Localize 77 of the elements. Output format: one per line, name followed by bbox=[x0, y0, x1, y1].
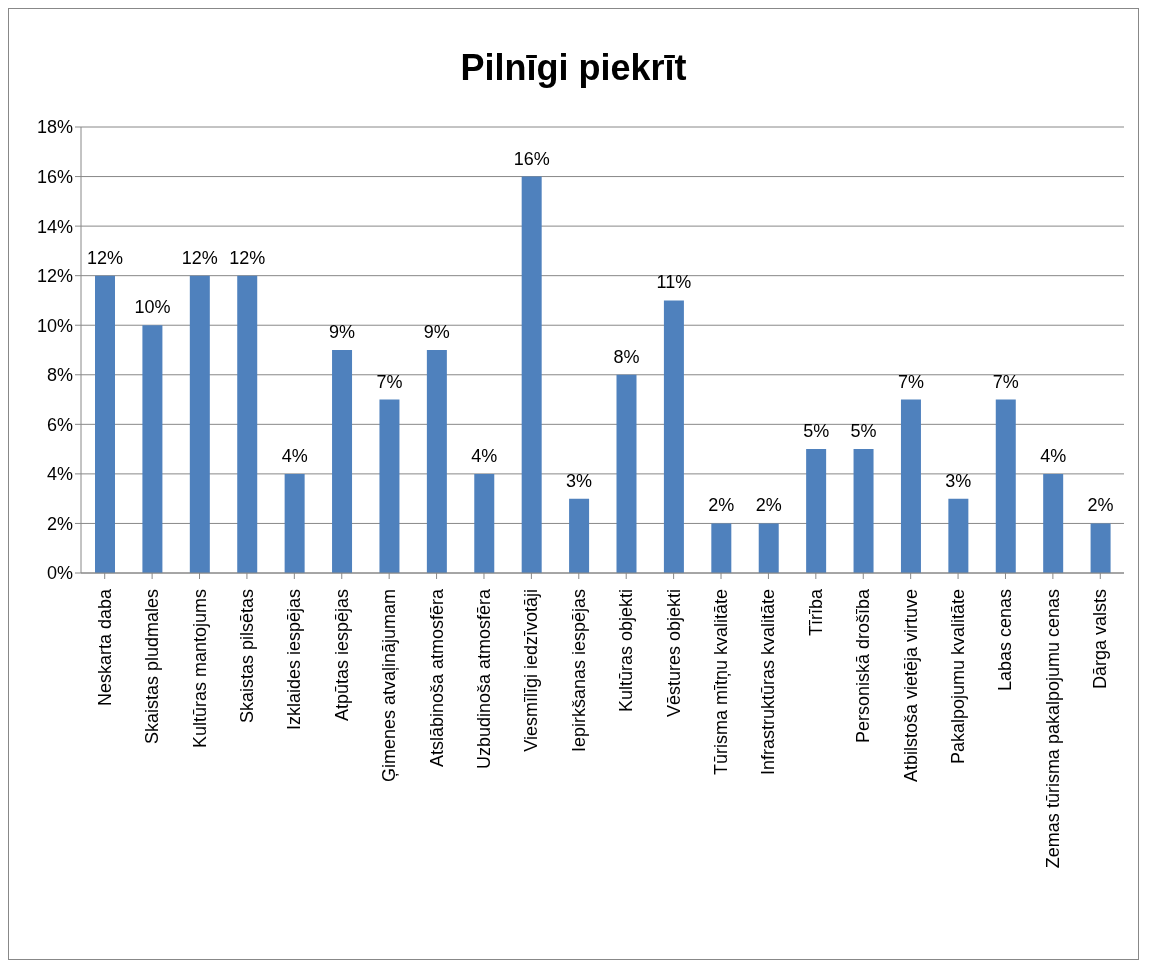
y-tick-label: 2% bbox=[46, 513, 73, 534]
x-tick-label: Atbilstoša vietēja virtuve bbox=[900, 589, 921, 783]
data-label: 11% bbox=[656, 272, 692, 293]
bar bbox=[900, 399, 921, 573]
x-tick-label: Zemas tūrisma pakalpojumu cenas bbox=[1042, 589, 1063, 869]
bar bbox=[521, 176, 542, 573]
bar bbox=[806, 449, 827, 573]
x-tick-label: Tūrisma mītņu kvalitāte bbox=[711, 589, 732, 776]
x-tick-label: Viesmīlīgi iedzīvotāji bbox=[521, 589, 542, 752]
x-tick-label: Neskarta daba bbox=[94, 588, 115, 707]
y-tick-label: 12% bbox=[36, 266, 73, 287]
bar bbox=[284, 473, 305, 573]
data-label: 4% bbox=[1040, 445, 1067, 466]
bar bbox=[853, 449, 874, 573]
data-label: 7% bbox=[376, 371, 403, 392]
x-tick-label: Izklaides iespējas bbox=[284, 589, 305, 731]
data-label: 12% bbox=[181, 247, 218, 268]
y-tick-label: 16% bbox=[36, 166, 73, 187]
data-label: 3% bbox=[566, 470, 593, 491]
data-label: 7% bbox=[897, 371, 924, 392]
data-label: 2% bbox=[755, 495, 782, 516]
bar bbox=[332, 350, 353, 573]
data-label: 12% bbox=[229, 247, 266, 268]
data-label: 10% bbox=[134, 297, 171, 318]
chart-title: Pilnīgi piekrīt bbox=[459, 46, 688, 90]
data-label: 9% bbox=[329, 322, 356, 342]
data-label: 5% bbox=[803, 421, 830, 442]
bar bbox=[948, 498, 969, 573]
bar bbox=[474, 473, 495, 573]
y-tick-label: 4% bbox=[46, 464, 73, 485]
x-tick-label: Personiskā drošība bbox=[853, 588, 874, 744]
x-tick-label: Skaistas pilsētas bbox=[236, 589, 257, 724]
bar bbox=[663, 300, 684, 573]
data-label: 8% bbox=[613, 346, 640, 367]
y-tick-label: 6% bbox=[46, 414, 73, 435]
x-tick-label: Ģimenes atvaļinājumam bbox=[379, 589, 400, 783]
y-tick-label: 0% bbox=[46, 563, 73, 584]
bar bbox=[616, 374, 637, 573]
bar bbox=[1090, 523, 1111, 573]
x-tick-label: Atpūtas iespējas bbox=[331, 589, 352, 722]
x-tick-label: Kultūras mantojums bbox=[189, 589, 210, 749]
y-tick-label: 8% bbox=[46, 365, 73, 386]
data-label: 2% bbox=[1087, 495, 1114, 516]
bar bbox=[758, 523, 779, 573]
bar bbox=[95, 275, 115, 573]
x-tick-label: Tīrība bbox=[805, 588, 826, 637]
data-label: 12% bbox=[86, 247, 124, 268]
data-label: 3% bbox=[945, 470, 972, 491]
bar bbox=[379, 399, 400, 573]
data-label: 9% bbox=[423, 322, 450, 342]
data-label: 7% bbox=[992, 371, 1019, 392]
x-tick-label: Atslābinoša atmosfēra bbox=[426, 588, 447, 768]
x-tick-label: Uzbudinoša atmosfēra bbox=[473, 588, 494, 770]
data-label: 4% bbox=[471, 445, 498, 466]
x-tick-label: Pakalpojumu kvalitāte bbox=[948, 589, 969, 765]
y-tick-label: 18% bbox=[36, 117, 73, 138]
bar bbox=[142, 325, 163, 573]
data-label: 5% bbox=[850, 421, 877, 442]
bar bbox=[1043, 473, 1064, 573]
bar bbox=[995, 399, 1016, 573]
x-tick-label: Dārga valsts bbox=[1090, 589, 1111, 690]
bar bbox=[426, 350, 447, 573]
bar bbox=[569, 498, 590, 573]
x-tick-label: Kultūras objekti bbox=[616, 589, 637, 713]
bar bbox=[189, 275, 210, 573]
bar bbox=[237, 275, 258, 573]
bar bbox=[711, 523, 732, 573]
data-label: 2% bbox=[708, 495, 735, 516]
x-tick-label: Infrastruktūras kvalitāte bbox=[758, 589, 779, 776]
x-tick-label: Labas cenas bbox=[995, 589, 1016, 692]
x-tick-label: Skaistas pludmales bbox=[142, 589, 163, 745]
y-tick-label: 14% bbox=[36, 216, 73, 237]
data-label: 16% bbox=[513, 148, 550, 169]
data-label: 4% bbox=[281, 445, 308, 466]
x-tick-label: Iepirkšanas iespējas bbox=[568, 589, 589, 753]
x-tick-label: Vēstures objekti bbox=[663, 589, 684, 718]
y-tick-label: 10% bbox=[36, 315, 73, 336]
